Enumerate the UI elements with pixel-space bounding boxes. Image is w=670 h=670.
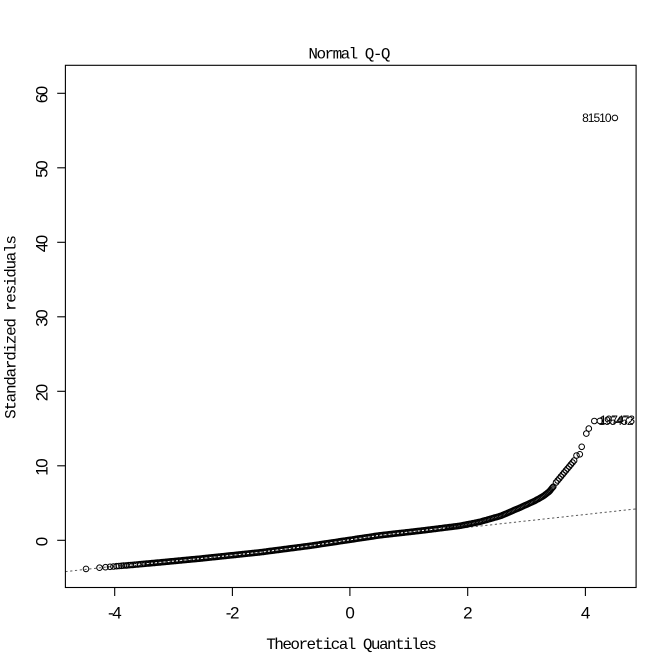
svg-text:40: 40 bbox=[33, 235, 52, 252]
svg-text:0: 0 bbox=[33, 537, 52, 546]
svg-text:50: 50 bbox=[33, 161, 52, 178]
svg-text:2: 2 bbox=[463, 603, 472, 622]
svg-text:197473: 197473 bbox=[600, 413, 635, 427]
svg-text:Theoretical Quantiles: Theoretical Quantiles bbox=[266, 636, 436, 654]
svg-text:195452: 195452 bbox=[598, 414, 633, 428]
svg-text:Standardized residuals: Standardized residuals bbox=[3, 236, 21, 419]
svg-text:30: 30 bbox=[33, 310, 52, 327]
svg-text:-2: -2 bbox=[226, 603, 239, 622]
svg-text:4: 4 bbox=[581, 603, 590, 622]
svg-text:10: 10 bbox=[33, 459, 52, 476]
svg-text:81510: 81510 bbox=[582, 111, 612, 125]
svg-text:Normal Q-Q: Normal Q-Q bbox=[308, 45, 389, 63]
svg-text:0: 0 bbox=[345, 603, 354, 622]
svg-text:-4: -4 bbox=[108, 603, 121, 622]
svg-text:60: 60 bbox=[33, 86, 52, 103]
svg-text:20: 20 bbox=[33, 384, 52, 401]
